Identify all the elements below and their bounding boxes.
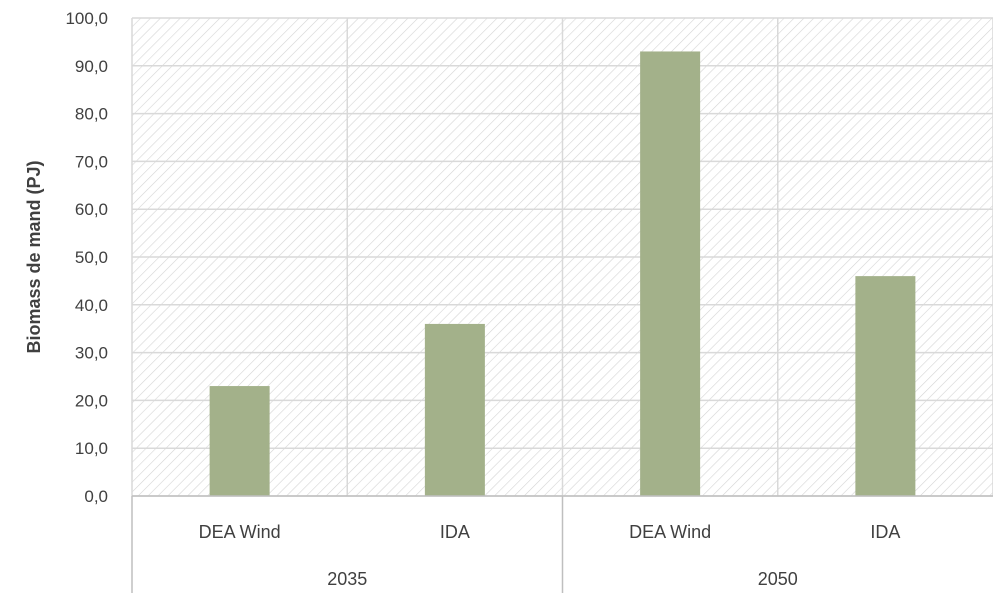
x-category-label: DEA Wind: [199, 522, 281, 542]
y-axis-ticks: 0,0 10,0 20,0 30,0 40,0 50,0 60,0 70,0 80,0 90,0 1…: [65, 9, 108, 506]
bar: [424, 323, 485, 496]
bar: [209, 386, 270, 496]
x-group-label: 2035: [327, 569, 367, 589]
y-tick-label: 70,0: [75, 152, 108, 171]
gridlines: [131, 17, 993, 497]
y-tick-label: 50,0: [75, 248, 108, 267]
y-tick-label: 10,0: [75, 439, 108, 458]
x-group-label: 2050: [758, 569, 798, 589]
x-category-label: DEA Wind: [629, 522, 711, 542]
x-category-label: IDA: [440, 522, 470, 542]
bar: [640, 51, 701, 497]
y-tick-label: 0,0: [84, 487, 108, 506]
y-axis-title: Biomass de mand (PJ): [24, 160, 44, 353]
y-tick-label: 60,0: [75, 200, 108, 219]
x-axis-categories: DEA Wind IDA DEA Wind IDA 2035 2050: [131, 495, 993, 593]
bar: [855, 276, 916, 496]
y-tick-label: 40,0: [75, 296, 108, 315]
y-tick-label: 100,0: [65, 9, 108, 28]
y-tick-label: 90,0: [75, 57, 108, 76]
x-category-label: IDA: [870, 522, 900, 542]
y-tick-label: 30,0: [75, 344, 108, 363]
bars: [209, 51, 916, 497]
y-tick-label: 80,0: [75, 105, 108, 124]
y-tick-label: 20,0: [75, 391, 108, 410]
